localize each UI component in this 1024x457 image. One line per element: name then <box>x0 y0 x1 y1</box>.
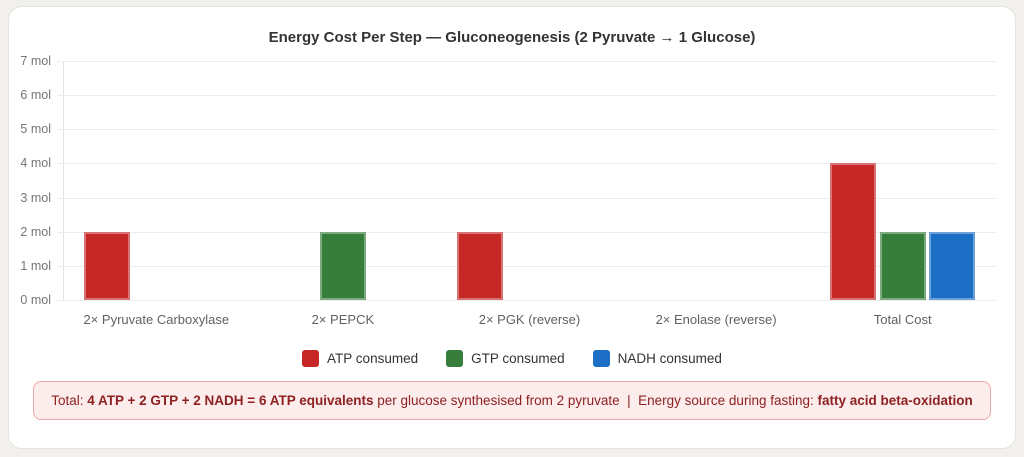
note-bold-text: fatty acid beta-oxidation <box>817 393 973 408</box>
legend-label: NADH consumed <box>617 351 722 366</box>
legend-label: GTP consumed <box>471 351 565 366</box>
bar-gtp-1 <box>319 231 366 300</box>
gridline <box>57 265 996 267</box>
gridline <box>57 197 996 199</box>
bar-atp-0 <box>83 231 130 300</box>
bar-nadh-4 <box>929 231 976 300</box>
x-category-label: 2× PEPCK <box>311 312 375 327</box>
legend-swatch <box>592 350 610 367</box>
gridline <box>57 61 996 62</box>
bar-gtp-4 <box>879 231 926 300</box>
x-axis-labels: 2× Pyruvate Carboxylase 2× PEPCK 2× PGK (r… <box>63 312 996 330</box>
gridline <box>57 163 996 165</box>
chart-legend: ATP consumed GTP consumed NADH consumed <box>9 350 1015 367</box>
summary-note: Total: 4 ATP + 2 GTP + 2 NADH = 6 ATP eq… <box>33 381 991 420</box>
plot-area: 0 mol 1 mol 2 mol 3 mol 4 mol 5 mol 6 mol 7 mol <box>20 54 996 307</box>
legend-swatch <box>302 350 320 367</box>
y-tick-label: 5 mol <box>20 122 51 137</box>
y-tick-label: 6 mol <box>20 88 51 103</box>
bar-atp-2 <box>457 231 503 300</box>
note-text: Total: <box>51 393 88 408</box>
y-tick-label: 1 mol <box>20 258 51 273</box>
y-axis-line <box>63 61 64 300</box>
y-tick-label: 2 mol <box>20 224 51 239</box>
gridline <box>57 300 996 301</box>
note-text: per glucose synthesised from 2 pyruvate … <box>373 393 818 408</box>
gridline <box>57 129 996 131</box>
legend-item-atp[interactable]: ATP consumed <box>302 350 418 367</box>
gridline <box>57 95 996 97</box>
legend-swatch <box>446 350 464 367</box>
x-category-label: 2× PGK (reverse) <box>478 312 581 327</box>
legend-label: ATP consumed <box>327 351 419 366</box>
gridline <box>57 231 996 233</box>
y-tick-label: 3 mol <box>20 190 51 205</box>
bar-atp-4 <box>830 163 877 300</box>
legend-item-nadh[interactable]: NADH consumed <box>592 350 722 367</box>
x-category-label: Total Cost <box>873 312 932 327</box>
y-tick-label: 0 mol <box>20 293 51 307</box>
chart-title: Energy Cost Per Step — Gluconeogenesis (… <box>268 29 756 46</box>
y-tick-label: 4 mol <box>20 156 51 171</box>
x-category-label: 2× Pyruvate Carboxylase <box>83 312 230 327</box>
x-category-label: 2× Enolase (reverse) <box>655 312 777 327</box>
y-tick-label: 7 mol <box>20 54 51 68</box>
note-bold-text: 4 ATP + 2 GTP + 2 NADH = 6 ATP equivalen… <box>87 393 374 408</box>
legend-item-gtp[interactable]: GTP consumed <box>446 350 565 367</box>
chart-card: Energy Cost Per Step — Gluconeogenesis (… <box>8 6 1016 449</box>
